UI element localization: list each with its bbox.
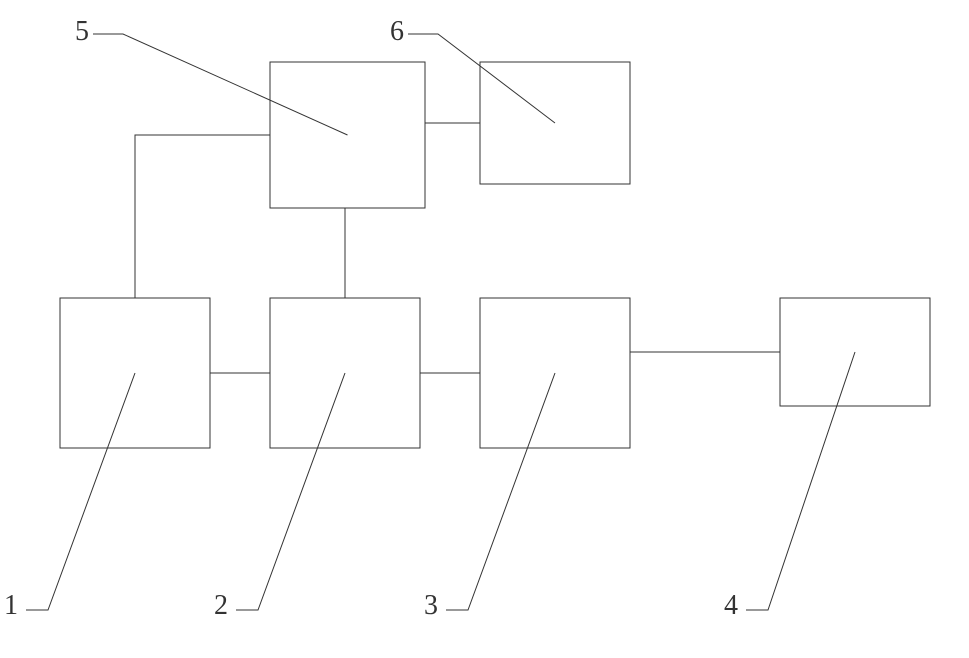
label-1: 1 [4, 590, 18, 621]
connector-b1-b5 [135, 135, 270, 298]
leader-5 [93, 34, 348, 135]
leader-2 [236, 373, 345, 610]
label-3: 3 [424, 590, 438, 621]
diagram-canvas: 1 2 3 4 5 6 [0, 0, 969, 658]
leader-1 [26, 373, 135, 610]
label-5: 5 [75, 16, 89, 47]
label-6: 6 [390, 16, 404, 47]
leader-6 [408, 34, 555, 123]
leader-4 [746, 352, 855, 610]
leader-3 [446, 373, 555, 610]
label-2: 2 [214, 590, 228, 621]
label-4: 4 [724, 590, 738, 621]
